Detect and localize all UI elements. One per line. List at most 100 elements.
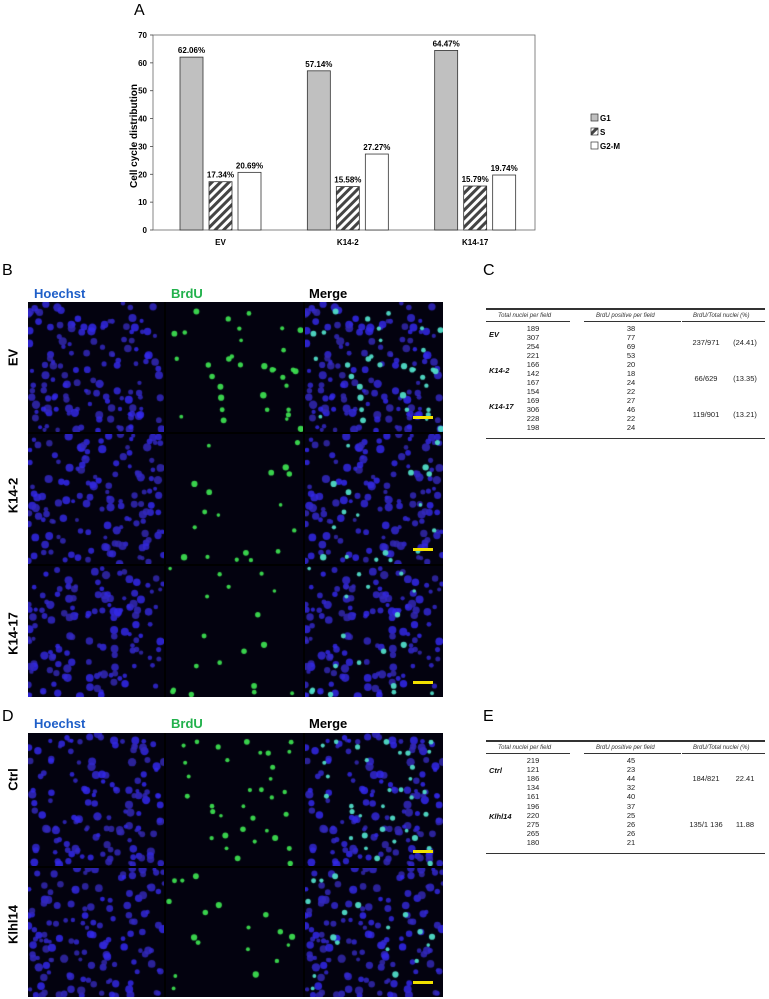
table-cell-percent: 22.41 [735,774,755,783]
table-top-rule [486,740,765,742]
table-cell-total: 154 [526,387,540,396]
panel-b-ev-brdu-image [166,302,303,432]
bar-g2-m [492,174,517,231]
scale-bar [413,981,433,984]
table-header-rule [584,753,681,754]
table-cell-percent: (13.35) [733,373,757,383]
table-cell-positive: 44 [626,774,636,783]
panel-b-brdu-header: BrdU [171,286,203,301]
table-cell-positive: 26 [626,829,636,838]
table-cell-total: 220 [526,811,540,820]
table-cell-positive: 24 [626,378,636,387]
table-cell-positive: 37 [626,802,636,811]
table-cell-positive: 77 [626,333,636,342]
y-tick-label: 30 [138,142,147,151]
table-group-label: K14-17 [489,401,514,411]
data-label: 17.34% [207,171,234,180]
bar-s [335,186,360,231]
scale-bar [413,416,433,419]
table-header-rule [584,321,681,322]
panel-b-row-label-k14-2: K14-2 [5,477,21,514]
cell-cycle-bar-chart: Cell cycle distribution 0 10 20 30 40 50 60 70 6… [129,31,620,247]
panel-d-ctrl-hoechst-image [28,733,164,866]
table-cell-positive: 45 [626,756,636,765]
table-bottom-rule [486,438,765,439]
table-cell-total: 121 [526,765,540,774]
table-header: Total nuclei per field [498,745,552,751]
panel-b-k14-2-brdu-image [166,434,303,564]
panel-letter-e: E [483,708,494,725]
data-label: 19.74% [491,164,518,173]
table-group-label: Ctrl [489,766,502,775]
bar-g1 [434,50,459,231]
bar-g1 [179,56,204,231]
bar-s [463,185,488,231]
table-header-rule [486,321,570,322]
panel-b-row-label-k14-17: K14-17 [5,612,21,655]
y-tick-label: 60 [138,59,147,68]
table-cell-positive: 46 [626,405,636,414]
table-cell-total: 265 [526,829,540,838]
table-cell-percent: 11.88 [735,820,755,829]
table-cell-total: 134 [526,783,540,792]
panel-d-row-label-klhl14: Klhl14 [5,905,21,945]
table-cell-positive: 20 [626,360,636,369]
x-tick-label: EV [215,238,226,247]
legend-label: G2-M [600,142,620,151]
panel-d-klhl14-brdu-image [166,868,303,997]
x-tick-label: K14-2 [337,238,359,247]
data-label: 64.47% [433,39,460,48]
table-cell-total: 186 [526,774,540,783]
data-label: 15.58% [334,176,361,185]
bar-g2-m [364,153,389,231]
y-tick-label: 10 [138,198,147,207]
panel-b-k14-2-hoechst-image [28,434,164,564]
table-cell-total: 307 [526,333,540,342]
panel-d-micrograph-grid [28,733,443,997]
table-header: BrdU positive per field [596,313,655,319]
panel-letter-b: B [2,262,13,279]
panel-d-brdu-header: BrdU [171,716,203,731]
scale-bar [413,850,433,853]
x-tick-label: K14-17 [462,238,489,247]
data-label: 57.14% [305,60,332,69]
table-cell-positive: 26 [626,820,636,829]
table-cell-percent: (24.41) [733,337,757,347]
table-group-label: EV [489,329,500,339]
y-tick-label: 0 [143,226,148,235]
legend-label: S [600,128,606,137]
table-cell-ratio: 184/821 [692,774,720,783]
table-cell-total: 221 [526,351,540,360]
panel-d-ctrl-merge-image [305,733,443,866]
legend-swatch [590,113,599,122]
table-cell-positive: 18 [626,369,636,378]
table-cell-positive: 24 [626,423,636,432]
table-cell-total: 196 [526,802,540,811]
table-cell-positive: 23 [626,765,636,774]
table-cell-positive: 25 [626,811,636,820]
table-header: BrdU positive per field [596,745,655,751]
panel-c-table: Total nuclei per field BrdU positive per … [486,308,766,498]
table-cell-positive: 53 [626,351,636,360]
table-cell-total: 180 [526,838,540,847]
table-cell-total: 228 [526,414,540,423]
bar-s [208,181,233,231]
panel-d-klhl14-merge-image [305,868,443,997]
panel-d-ctrl-brdu-image [166,733,303,866]
table-header: BrdU/Total nuclei (%) [693,745,750,751]
table-cell-positive: 22 [626,387,636,396]
panel-letter-d: D [2,708,14,725]
table-top-rule [486,308,765,310]
table-cell-total: 161 [526,792,540,801]
table-cell-total: 166 [526,360,540,369]
panel-b-k14-17-merge-image [305,566,443,697]
legend-label: G1 [600,114,611,123]
panel-b-k14-17-hoechst-image [28,566,164,697]
table-cell-positive: 21 [626,838,636,847]
table-cell-total: 219 [526,756,540,765]
y-axis-label: Cell cycle distribution [129,84,140,188]
table-cell-positive: 40 [626,792,636,801]
legend-swatch [590,141,599,150]
panel-b-row-label-ev: EV [5,348,21,367]
table-cell-ratio: 237/971 [692,337,720,347]
